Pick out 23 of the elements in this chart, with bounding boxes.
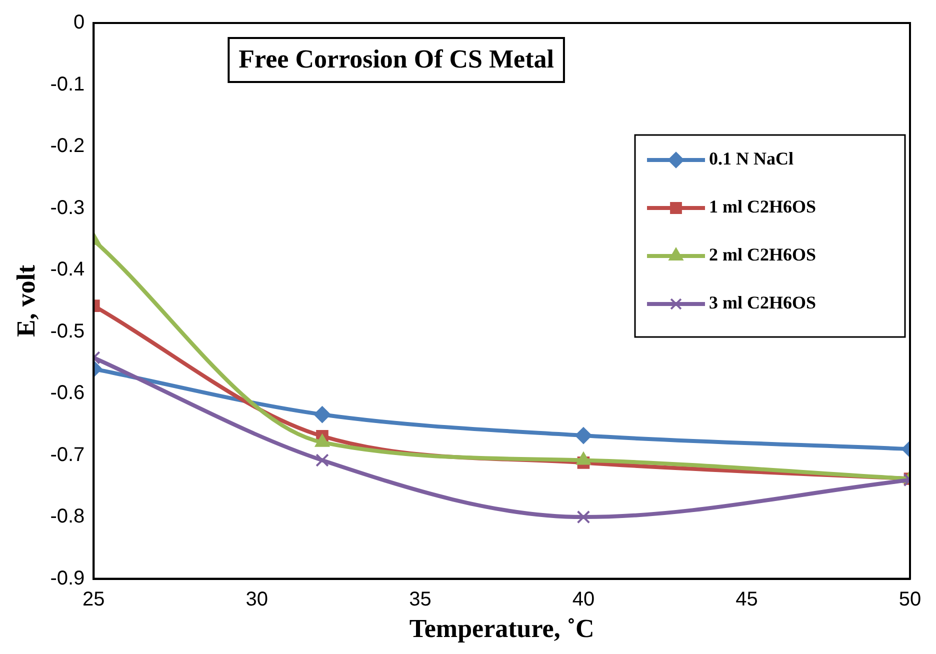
legend-label: 3 ml C2H6OS (709, 292, 816, 313)
y-tick-label: -0.6 (50, 382, 85, 404)
x-tick-label: 50 (898, 588, 922, 610)
x-tick-label: 40 (572, 588, 595, 610)
x-tick-label: 45 (736, 588, 758, 610)
x-tick-label: 30 (246, 588, 268, 610)
x-tick-label: 35 (409, 588, 432, 610)
x-tick-label: 25 (82, 588, 105, 610)
legend-label: 0.1 N NaCl (709, 148, 794, 169)
y-tick-label: -0.4 (50, 258, 85, 281)
y-tick-label: -0.5 (50, 320, 85, 342)
y-tick-label: -0.8 (50, 506, 85, 528)
y-tick-label: -0.3 (50, 196, 85, 219)
y-tick-label: -0.1 (50, 73, 85, 96)
legend-label: 1 ml C2H6OS (709, 196, 816, 217)
y-tick-label: 0 (74, 12, 85, 34)
y-tick-label: -0.7 (50, 444, 85, 466)
y-tick-label: -0.2 (50, 135, 85, 158)
y-tick-label: -0.9 (50, 567, 85, 590)
text: Free Corrosion Of CS Metal (238, 44, 554, 74)
legend-label: 2 ml C2H6OS (709, 244, 816, 265)
y-axis-title: E, volt (11, 264, 40, 338)
x-axis-title: Temperature, ˚C (409, 614, 594, 644)
